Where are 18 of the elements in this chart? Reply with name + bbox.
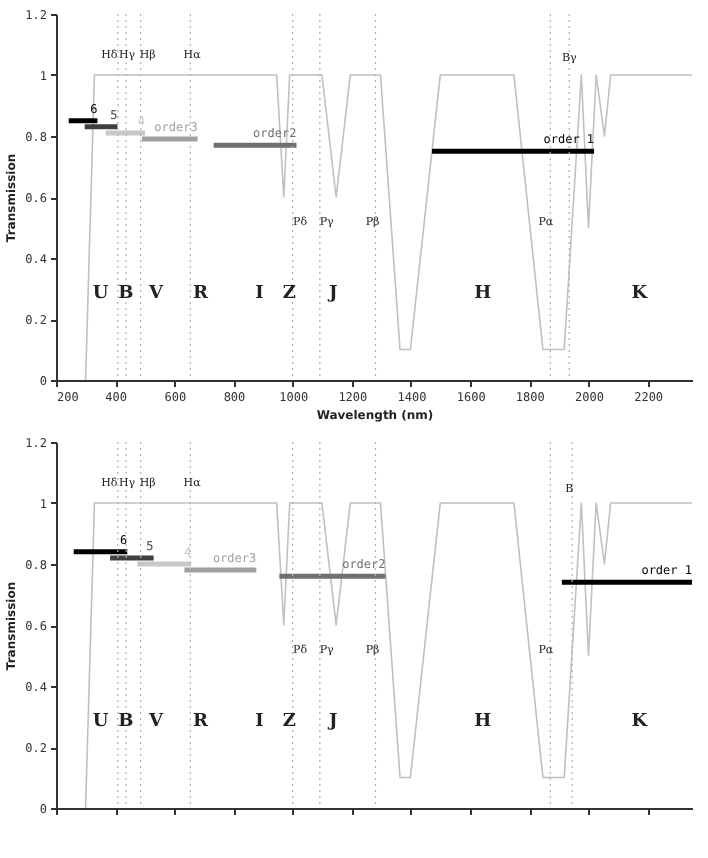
annotation: R [192,284,209,305]
annotation: U [92,712,109,733]
annotation: U [92,284,109,305]
annotation: K [631,284,650,305]
annotation: R [192,712,209,733]
annotation: J [327,284,338,305]
annotation: V [146,712,165,733]
annotation: K [631,712,650,733]
annotation: H [474,284,493,305]
annotation: B [118,712,135,733]
annotation: Z [282,712,297,733]
annotation: B [118,284,135,305]
annotation: I [255,284,264,305]
annotation: J [327,712,338,733]
annotation: Z [282,284,297,305]
annotation: V [146,284,165,305]
annotation: I [255,712,264,733]
annotation: H [474,712,493,733]
